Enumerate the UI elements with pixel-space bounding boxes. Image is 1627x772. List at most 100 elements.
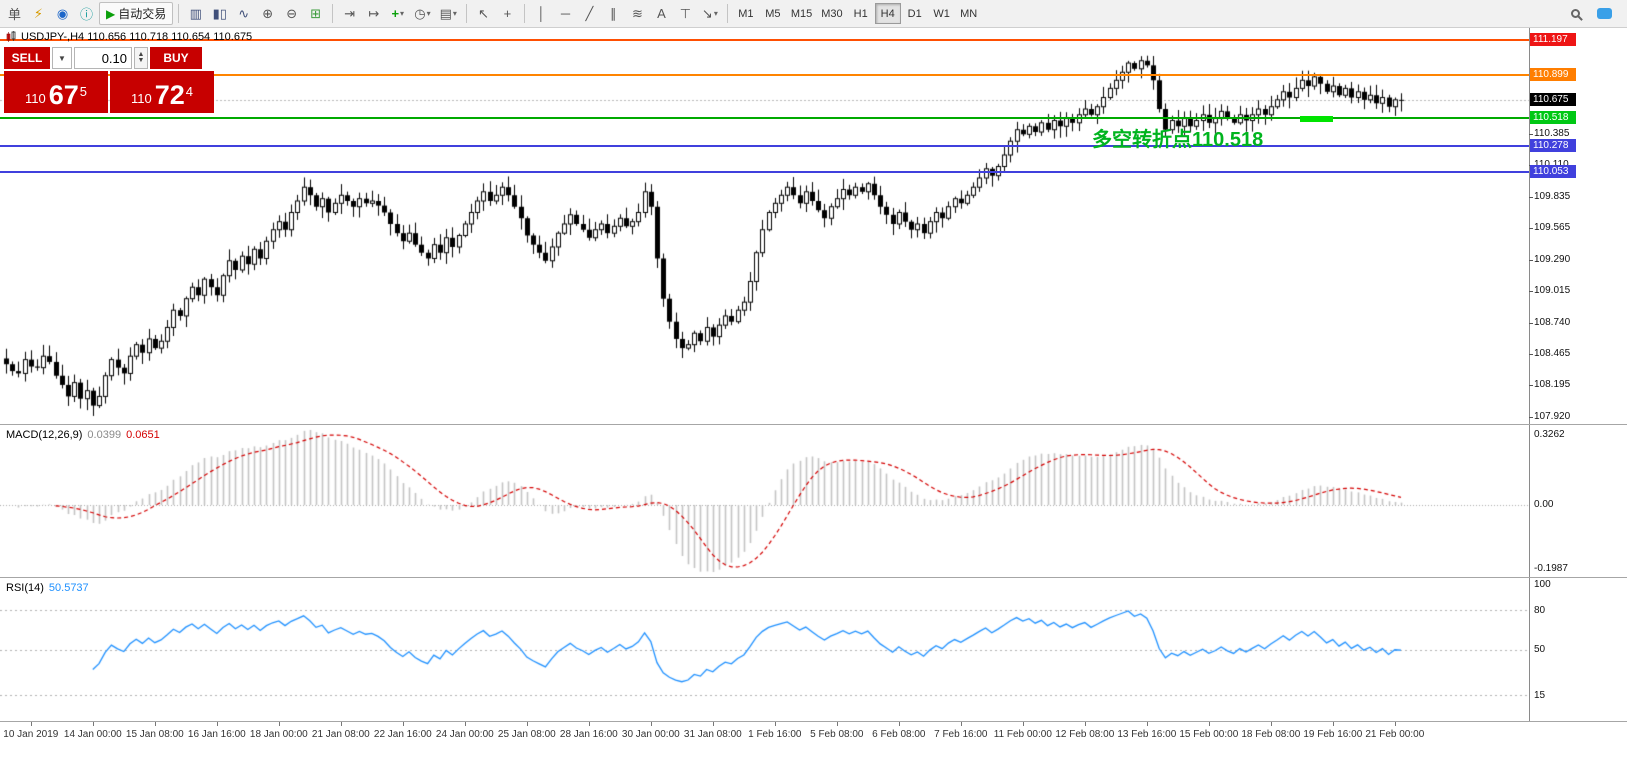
macd-name: MACD(12,26,9) [6, 429, 83, 441]
zoom-out-button[interactable]: ⊖ [280, 2, 303, 25]
chart-shift-icon: ↦ [368, 5, 380, 21]
macd-main-value: 0.0399 [87, 429, 122, 441]
toolbar-separator [332, 4, 334, 23]
highlighted-line-segment[interactable] [1300, 116, 1333, 122]
new-order-button[interactable]: 单 [3, 2, 26, 25]
time-axis[interactable]: 10 Jan 2019 14 Jan 00:00 15 Jan 08:00 16 Ja… [0, 722, 1627, 748]
rsi-name: RSI(14) [6, 582, 44, 594]
fibonacci-button[interactable]: ≋ [626, 2, 649, 25]
time-axis-tick [216, 722, 218, 726]
arrows-button[interactable]: ↘ ▾ [698, 2, 722, 25]
indicators-button[interactable]: + ▾ [386, 2, 409, 25]
time-axis-label: 11 Feb 00:00 [993, 729, 1052, 740]
time-axis-label: 24 Jan 00:00 [435, 729, 494, 740]
chart-window-icon [6, 31, 16, 42]
timeframe-m15-button[interactable]: M15 [790, 7, 813, 20]
text-icon: A [657, 6, 666, 21]
time-axis-tick [1022, 722, 1024, 726]
crosshair-icon: + [503, 6, 512, 21]
data-window-icon: ⓘ [79, 7, 93, 22]
templates-icon: ▤ [439, 5, 452, 21]
chat-button[interactable] [1593, 2, 1616, 25]
templates-button[interactable]: ▤ ▾ [436, 2, 461, 25]
chevron-down-icon: ▼ [58, 53, 66, 63]
buy-button[interactable]: BUY [150, 47, 202, 69]
trade-options-dropdown[interactable]: ▼ [52, 47, 72, 69]
zoom-in-button[interactable]: ⊕ [256, 2, 279, 25]
rsi-scale-80: 80 [1534, 605, 1546, 616]
time-axis-label: 7 Feb 16:00 [934, 729, 988, 740]
timeframe-d1-button[interactable]: D1 [907, 7, 922, 20]
time-axis-label: 18 Jan 00:00 [249, 729, 308, 740]
panel-splitter [0, 721, 1627, 722]
time-axis-tick [402, 722, 404, 726]
sell-button[interactable]: SELL [4, 47, 50, 69]
time-axis-label: 13 Feb 16:00 [1117, 729, 1177, 740]
auto-scroll-icon: ⇥ [344, 5, 356, 21]
periods-button[interactable]: ◷ ▾ [410, 2, 434, 25]
time-axis-label: 5 Feb 08:00 [810, 729, 864, 740]
cursor-button[interactable]: ↖ [472, 2, 495, 25]
vertical-line-button[interactable]: │ [530, 2, 553, 25]
time-axis-tick [92, 722, 94, 726]
text-button[interactable]: A [650, 2, 673, 25]
time-axis-label: 14 Jan 00:00 [63, 729, 122, 740]
time-axis-tick [1270, 722, 1272, 726]
macd-panel-canvas[interactable] [0, 425, 1529, 577]
time-axis-tick [960, 722, 962, 726]
line-chart-button[interactable]: ∿ [232, 2, 255, 25]
chevron-down-icon: ▾ [713, 9, 718, 18]
volume-stepper[interactable]: ▲ ▼ [134, 47, 148, 69]
timeframe-m1-button[interactable]: M1 [738, 7, 754, 20]
timeframe-h1-button[interactable]: H1 [853, 7, 868, 20]
bar-chart-icon: ▥ [189, 5, 202, 21]
search-icon [1571, 9, 1580, 18]
horizontal-line-button[interactable]: ─ [554, 2, 577, 25]
rsi-panel-canvas[interactable] [0, 578, 1529, 721]
timeframe-h4-button[interactable]: H4 [874, 3, 901, 24]
panel-splitter[interactable] [0, 577, 1627, 578]
chart-shift-button[interactable]: ↦ [362, 2, 385, 25]
search-button[interactable] [1564, 2, 1587, 25]
ask-price-button[interactable]: 110 72 4 [110, 71, 214, 113]
time-axis-tick [650, 722, 652, 726]
text-label-button[interactable]: ⊤ [674, 2, 697, 25]
tile-windows-button[interactable]: ⊞ [304, 2, 327, 25]
channel-icon: ∥ [610, 5, 617, 21]
data-window-button[interactable]: ⓘ [75, 2, 98, 25]
bid-price-button[interactable]: 110 67 5 [4, 71, 108, 113]
macd-scale-max: 0.3262 [1534, 429, 1565, 440]
bar-chart-button[interactable]: ▥ [184, 2, 207, 25]
vertical-line-icon: │ [537, 6, 546, 21]
volume-input[interactable]: 0.10 [74, 47, 132, 69]
time-axis-label: 10 Jan 2019 [3, 729, 59, 740]
timeframe-mn-button[interactable]: MN [960, 7, 978, 20]
candlestick-chart-icon: ▮▯ [212, 5, 227, 21]
crosshair-button[interactable]: + [496, 2, 519, 25]
candlestick-chart-button[interactable]: ▮▯ [208, 2, 231, 25]
time-axis-tick [1084, 722, 1086, 726]
price-scale[interactable] [1529, 28, 1627, 722]
chevron-down-icon: ▾ [426, 9, 431, 18]
auto-scroll-button[interactable]: ⇥ [338, 2, 361, 25]
autotrade-button[interactable]: ▶ 自动交易 [99, 2, 174, 25]
timeframe-w1-button[interactable]: W1 [933, 7, 950, 20]
market-watch-button[interactable]: ◉ [51, 2, 74, 25]
indicators-icon: + [391, 6, 400, 21]
one-click-trade-panel: SELL ▼ 0.10 ▲ ▼ BUY 110 67 5 110 72 4 [4, 47, 214, 113]
timeframe-m30-button[interactable]: M30 [821, 7, 843, 20]
trendline-button[interactable]: ╱ [578, 2, 601, 25]
macd-scale-zero: 0.00 [1534, 498, 1554, 510]
periods-icon: ◷ [414, 5, 426, 21]
time-axis-tick [278, 722, 280, 726]
channel-button[interactable]: ∥ [602, 2, 625, 25]
time-axis-tick [340, 722, 342, 726]
time-axis-tick [1208, 722, 1210, 726]
price-chart-canvas[interactable] [0, 28, 1529, 424]
chart-title: USDJPY-,H4 110.656 110.718 110.654 110.6… [6, 31, 252, 43]
timeframe-m5-button[interactable]: M5 [765, 7, 781, 20]
zoom-out-icon: ⊖ [286, 5, 298, 21]
new-chart-button[interactable]: ⚡ [27, 2, 50, 25]
panel-splitter[interactable] [0, 424, 1627, 425]
time-axis-tick [898, 722, 900, 726]
